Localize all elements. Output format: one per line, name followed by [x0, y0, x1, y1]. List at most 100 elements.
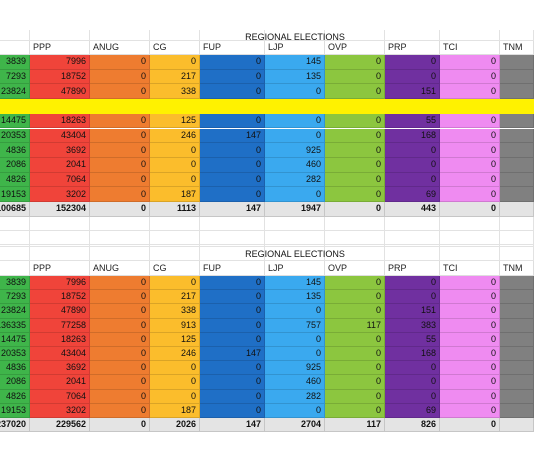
- value-cell: 0: [265, 187, 325, 202]
- value-cell: 0: [90, 187, 150, 202]
- value-cell: 0: [325, 113, 385, 129]
- cell: [150, 230, 200, 245]
- value-cell: 0: [325, 304, 385, 319]
- value-cell: 757: [265, 318, 325, 333]
- value-cell: 7996: [30, 55, 90, 70]
- cell: [90, 30, 150, 41]
- value-cell: [500, 375, 534, 390]
- value-cell: 0: [200, 143, 265, 158]
- value-cell: [500, 361, 534, 376]
- value-cell: 0: [265, 128, 325, 144]
- value-cell: 0: [150, 375, 200, 390]
- value-cell: 0: [265, 403, 325, 418]
- highlight-row: [0, 99, 534, 114]
- value-cell: 14475: [0, 332, 30, 347]
- value-cell: 2041: [30, 157, 90, 173]
- value-cell: 0: [200, 332, 265, 347]
- value-cell: 0: [325, 55, 385, 70]
- cell: [325, 230, 385, 245]
- value-cell: 0: [440, 187, 500, 202]
- value-cell: 0: [90, 361, 150, 376]
- header-cell: OVP: [325, 261, 385, 276]
- value-cell: 0: [325, 361, 385, 376]
- value-cell: 0: [90, 304, 150, 319]
- header-cell: PPP: [30, 261, 90, 276]
- value-cell: 0: [385, 290, 440, 305]
- total-cell: 2704: [265, 418, 325, 433]
- value-cell: 338: [150, 84, 200, 100]
- value-cell: 0: [200, 172, 265, 188]
- value-cell: 0: [150, 276, 200, 291]
- cell: [385, 230, 440, 245]
- value-cell: 4836: [0, 143, 30, 158]
- cell: [325, 247, 385, 261]
- value-cell: 0: [440, 172, 500, 188]
- total-cell: 1113: [150, 202, 200, 217]
- cell: [385, 247, 440, 261]
- value-cell: 0: [90, 389, 150, 404]
- total-cell: 1947: [265, 202, 325, 217]
- value-cell: 0: [440, 332, 500, 347]
- value-cell: 0: [150, 389, 200, 404]
- header-cell: ANUG: [90, 41, 150, 55]
- value-cell: [500, 304, 534, 319]
- value-cell: [500, 187, 534, 202]
- value-cell: 0: [90, 347, 150, 362]
- value-cell: 0: [200, 389, 265, 404]
- value-cell: 0: [325, 157, 385, 173]
- value-cell: 0: [90, 332, 150, 347]
- header-cell: TCI: [440, 41, 500, 55]
- cell: [265, 216, 325, 231]
- value-cell: 7064: [30, 389, 90, 404]
- value-cell: 47890: [30, 304, 90, 319]
- value-cell: 0: [200, 304, 265, 319]
- value-cell: [500, 403, 534, 418]
- total-cell: 826: [385, 418, 440, 433]
- value-cell: 3692: [30, 143, 90, 158]
- value-cell: 0: [90, 276, 150, 291]
- value-cell: 925: [265, 143, 325, 158]
- cell: [90, 247, 150, 261]
- value-cell: 0: [200, 290, 265, 305]
- value-cell: 3202: [30, 403, 90, 418]
- value-cell: 338: [150, 304, 200, 319]
- header-cell: TNM: [500, 261, 534, 276]
- value-cell: 3839: [0, 276, 30, 291]
- cell: [440, 244, 500, 247]
- value-cell: [500, 290, 534, 305]
- cell: [440, 216, 500, 231]
- total-cell: 2026: [150, 418, 200, 433]
- value-cell: 0: [325, 403, 385, 418]
- value-cell: [500, 128, 534, 144]
- value-cell: 18752: [30, 290, 90, 305]
- value-cell: 246: [150, 128, 200, 144]
- cell: [200, 30, 265, 41]
- cell: [200, 216, 265, 231]
- cell: [0, 247, 30, 261]
- value-cell: 147: [200, 128, 265, 144]
- cell: [325, 244, 385, 247]
- value-cell: 2086: [0, 157, 30, 173]
- value-cell: 0: [265, 347, 325, 362]
- value-cell: 20353: [0, 128, 30, 144]
- cell: [440, 247, 500, 261]
- cell: [0, 230, 30, 245]
- value-cell: 0: [325, 143, 385, 158]
- total-cell: [500, 202, 534, 217]
- value-cell: 0: [265, 113, 325, 129]
- value-cell: 0: [440, 290, 500, 305]
- header-cell: ANUG: [90, 261, 150, 276]
- value-cell: 0: [385, 389, 440, 404]
- value-cell: 7293: [0, 69, 30, 85]
- value-cell: 0: [200, 361, 265, 376]
- value-cell: 0: [325, 172, 385, 188]
- value-cell: 217: [150, 69, 200, 85]
- value-cell: [500, 347, 534, 362]
- value-cell: 0: [440, 403, 500, 418]
- value-cell: 69: [385, 403, 440, 418]
- total-cell: 100685: [0, 202, 30, 217]
- value-cell: 19153: [0, 403, 30, 418]
- cell: [90, 244, 150, 247]
- total-cell: [500, 418, 534, 433]
- cell: [500, 216, 534, 231]
